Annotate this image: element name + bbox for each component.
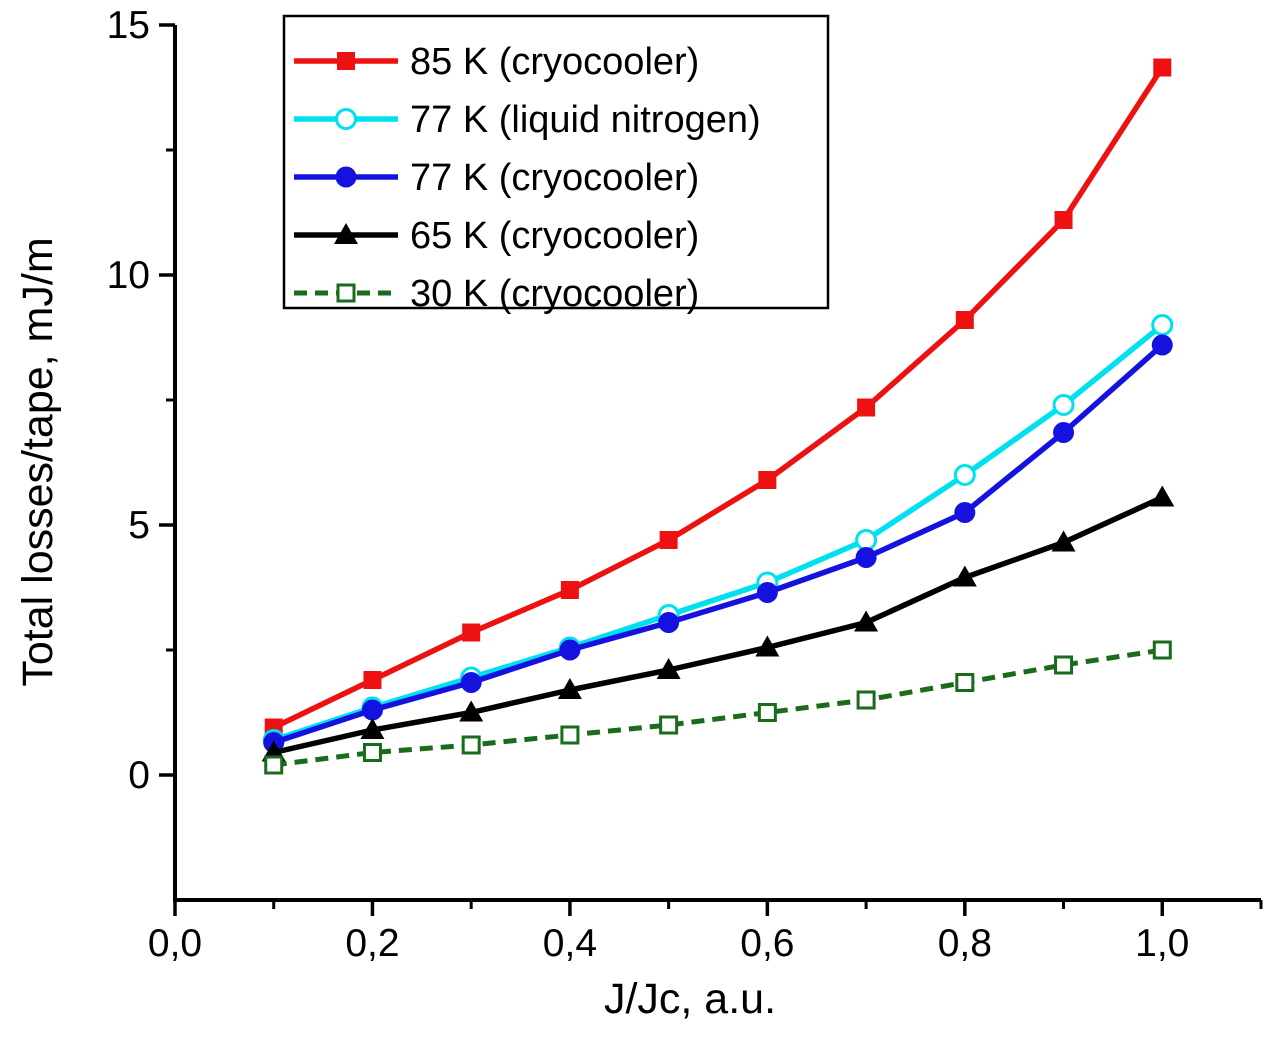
marker-square-filled — [363, 671, 382, 689]
marker-circle-filled — [559, 639, 581, 661]
legend-label: 30 K (cryocooler) — [410, 273, 699, 315]
legend-entry: 77 K (cryocooler) — [294, 157, 699, 199]
marker-triangle-filled — [360, 718, 385, 739]
marker-circle-filled — [756, 582, 778, 603]
y-axis: 0 5 10 15 — [107, 4, 175, 797]
y-axis-title: Total losses/tape, mJ/m — [14, 237, 62, 686]
marker-circle-open — [335, 108, 357, 130]
marker-square-filled — [1153, 58, 1172, 77]
x-axis: 0,0 0,2 0,4 0,6 0,8 1,0 — [148, 900, 1263, 965]
marker-square-open — [336, 283, 356, 303]
series-4 — [264, 640, 1172, 775]
marker-triangle-filled — [755, 635, 780, 657]
marker-circle-filled — [1053, 422, 1075, 443]
marker-circle-filled — [335, 166, 357, 188]
y-tick-label: 0 — [128, 754, 150, 797]
series-line — [272, 66, 1165, 730]
series-line — [272, 342, 1165, 746]
marker-square-filled — [462, 623, 481, 642]
marker-square-filled — [560, 581, 579, 599]
marker-square-filled — [337, 52, 355, 70]
x-axis-title: J/Jc, a.u. — [604, 975, 776, 1023]
marker-triangle-filled — [854, 610, 879, 632]
legend-entry: 65 K (cryocooler) — [294, 215, 699, 257]
y-tick-label: 15 — [107, 4, 150, 47]
legend-label: 85 K (cryocooler) — [410, 41, 699, 83]
x-tick-label: 1,0 — [1135, 922, 1189, 965]
marker-circle-filled — [460, 672, 482, 693]
marker-circle-filled — [658, 612, 680, 633]
x-tick-label: 0,6 — [740, 922, 794, 965]
marker-square-filled — [758, 471, 777, 489]
legend-label: 65 K (cryocooler) — [410, 215, 699, 257]
marker-circle-open — [1052, 394, 1075, 416]
marker-square-open — [659, 715, 679, 735]
marker-square-open — [1054, 655, 1074, 675]
marker-square-open — [757, 703, 777, 722]
series-1 — [262, 314, 1174, 751]
marker-triangle-filled — [952, 565, 977, 587]
marker-square-filled — [955, 311, 974, 329]
marker-square-open — [955, 673, 975, 692]
marker-square-open — [362, 743, 382, 762]
x-tick-label: 0,4 — [543, 922, 597, 965]
legend-entry: 77 K (liquid nitrogen) — [294, 99, 761, 141]
marker-triangle-filled — [334, 223, 358, 244]
legend-entry: 85 K (cryocooler) — [294, 41, 699, 83]
marker-square-filled — [1054, 211, 1073, 229]
marker-square-open — [560, 725, 580, 745]
legend-box — [282, 14, 830, 310]
series-3 — [261, 485, 1175, 762]
legend-label: 77 K (cryocooler) — [410, 157, 699, 199]
series-line — [273, 494, 1164, 756]
series-line — [273, 647, 1163, 768]
marker-square-filled — [659, 531, 678, 549]
marker-circle-open — [855, 529, 878, 551]
y-tick-label: 10 — [107, 254, 150, 297]
marker-square-open — [264, 755, 284, 775]
legend: 85 K (cryocooler) 77 K (liquid nitrogen) 7… — [282, 14, 830, 315]
marker-circle-open — [953, 464, 976, 486]
series-0 — [264, 58, 1172, 737]
legend-entry: 30 K (cryocooler) — [294, 273, 699, 315]
marker-circle-filled — [954, 502, 976, 523]
marker-triangle-filled — [557, 678, 582, 699]
marker-square-open — [1152, 640, 1172, 660]
y-tick-label: 5 — [128, 504, 150, 547]
marker-triangle-filled — [459, 700, 484, 722]
marker-triangle-filled — [1051, 530, 1076, 552]
x-tick-label: 0,8 — [938, 922, 992, 965]
x-tick-label: 0,2 — [345, 922, 399, 965]
marker-circle-open — [1151, 314, 1174, 336]
marker-triangle-filled — [1150, 485, 1175, 507]
marker-square-open — [461, 735, 481, 755]
x-tick-label: 0,0 — [148, 922, 202, 965]
marker-circle-filled — [361, 699, 383, 721]
marker-square-filled — [857, 398, 876, 417]
series-line — [272, 322, 1165, 743]
marker-circle-filled — [1151, 334, 1173, 356]
marker-square-open — [856, 690, 876, 710]
marker-triangle-filled — [656, 658, 681, 679]
marker-circle-filled — [855, 547, 877, 568]
series-2 — [263, 334, 1173, 753]
legend-label: 77 K (liquid nitrogen) — [410, 99, 761, 141]
